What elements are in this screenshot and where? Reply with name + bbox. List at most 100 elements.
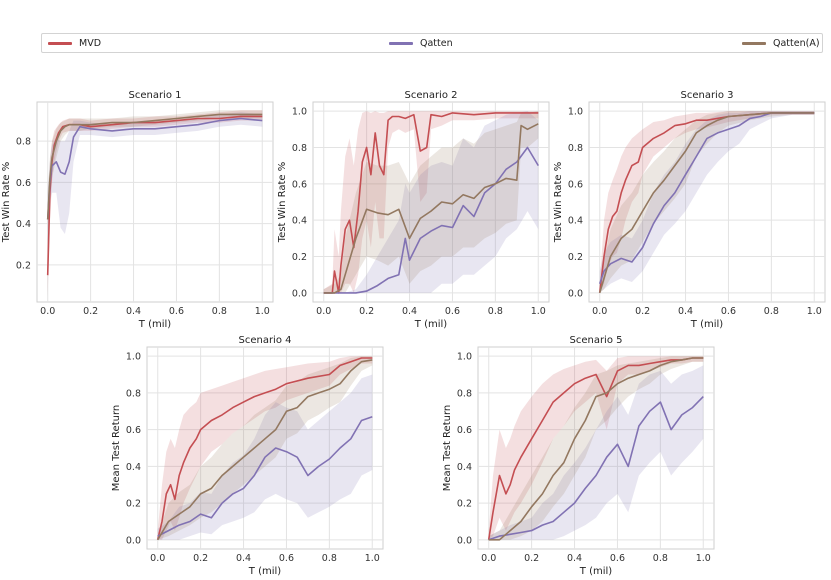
- x-axis-label: T (mil): [138, 319, 171, 330]
- line-qatten-a: [46, 113, 263, 220]
- x-tick-label: 0.6: [169, 306, 184, 317]
- y-tick-label: 0.4: [292, 216, 307, 227]
- x-tick-label: 0.8: [653, 553, 668, 564]
- x-tick-label: 0.0: [40, 306, 55, 317]
- band-qatten-a: [323, 111, 539, 293]
- y-tick-label: 0.8: [568, 143, 583, 154]
- chart-1: 0.0 0.2 0.4 0.6 0.8 1.0 0.2 0.4 0.6 0.8 Scenario 1…: [1, 90, 274, 330]
- band-qatten-a: [599, 111, 815, 293]
- x-tick-label: 1.0: [807, 306, 822, 317]
- x-tick-label: 0.0: [150, 553, 165, 564]
- y-tick-label: 0.2: [568, 252, 583, 263]
- legend-item-qatten: Qatten: [389, 34, 453, 52]
- y-tick-label: 0.2: [126, 499, 141, 510]
- line-qatten: [488, 396, 704, 541]
- y-tick-label: 0.8: [457, 388, 472, 399]
- line-qatten: [157, 416, 373, 537]
- band-qatten: [488, 365, 704, 540]
- line-mvd: [487, 357, 704, 540]
- legend: MVD Qatten Qatten(A): [41, 33, 823, 53]
- y-tick-label: 0.6: [568, 179, 583, 190]
- x-tick-label: 1.0: [255, 306, 270, 317]
- line-mvd: [323, 112, 539, 294]
- x-tick-label: 0.4: [126, 306, 141, 317]
- x-tick-label: 1.0: [365, 553, 380, 564]
- x-tick-label: 1.0: [531, 306, 546, 317]
- x-tick-label: 0.0: [316, 306, 331, 317]
- y-tick-label: 0.8: [16, 137, 31, 148]
- band-qatten: [599, 111, 815, 293]
- plot-area: [477, 346, 715, 550]
- chart-title: Scenario 5: [569, 335, 622, 346]
- y-tick-label: 0.4: [457, 462, 472, 473]
- band-mvd: [599, 111, 815, 293]
- legend-label-qatten-a: Qatten(A): [773, 37, 820, 49]
- y-tick-label: 0.6: [126, 425, 141, 436]
- y-tick-label: 0.0: [126, 535, 141, 546]
- y-axis-label: Test Win Rate %: [553, 162, 564, 243]
- x-tick-label: 0.6: [279, 553, 294, 564]
- x-tick-label: 0.4: [678, 306, 693, 317]
- x-tick-label: 0.0: [481, 553, 496, 564]
- band-qatten: [323, 111, 539, 293]
- x-tick-label: 0.4: [567, 553, 582, 564]
- legend-swatch-qatten-a: [742, 41, 766, 45]
- y-tick-label: 0.0: [292, 288, 307, 299]
- band-mvd: [323, 111, 539, 293]
- line-qatten: [46, 117, 263, 220]
- legend-item-mvd: MVD: [48, 34, 101, 52]
- x-axis-label: T (mil): [579, 566, 612, 577]
- x-axis-label: T (mil): [414, 319, 447, 330]
- legend-label-qatten: Qatten: [420, 37, 453, 49]
- y-tick-label: 0.6: [457, 425, 472, 436]
- chart-5: 0.0 0.2 0.4 0.6 0.8 1.0 0.0 0.2 0.4 0.6 0.8 1.0 Scen…: [442, 335, 715, 577]
- x-tick-label: 0.6: [445, 306, 460, 317]
- line-qatten: [598, 112, 815, 285]
- x-tick-label: 0.2: [193, 553, 208, 564]
- x-tick-label: 0.6: [610, 553, 625, 564]
- plot-area: [312, 101, 550, 303]
- y-tick-label: 1.0: [457, 352, 472, 363]
- chart-title: Scenario 2: [404, 90, 457, 101]
- chart-title: Scenario 4: [238, 335, 291, 346]
- x-tick-label: 0.4: [236, 553, 251, 564]
- x-axis-label: T (mil): [690, 319, 723, 330]
- y-tick-label: 1.0: [126, 352, 141, 363]
- y-tick-label: 0.2: [457, 499, 472, 510]
- band-mvd: [488, 356, 704, 540]
- band-qatten-a: [47, 110, 263, 245]
- x-tick-label: 0.4: [402, 306, 417, 317]
- chart-2: 0.0 0.2 0.4 0.6 0.8 1.0 0.0 0.2 0.4 0.6 0.8 1.0 Scen…: [277, 90, 550, 330]
- x-tick-label: 0.2: [524, 553, 539, 564]
- y-tick-label: 0.2: [292, 252, 307, 263]
- x-tick-label: 0.8: [764, 306, 779, 317]
- x-tick-label: 0.2: [83, 306, 98, 317]
- x-tick-label: 1.0: [696, 553, 711, 564]
- line-qatten-a: [488, 357, 704, 541]
- legend-swatch-mvd: [48, 41, 72, 45]
- y-axis-label: Mean Test Return: [111, 405, 122, 491]
- x-tick-label: 0.0: [592, 306, 607, 317]
- y-tick-label: 0.6: [16, 178, 31, 189]
- x-axis-label: T (mil): [248, 566, 281, 577]
- plot-area: [36, 101, 274, 303]
- y-tick-label: 0.4: [16, 219, 31, 230]
- y-axis-label: Test Win Rate %: [277, 162, 288, 243]
- y-tick-label: 0.2: [16, 260, 31, 271]
- chart-title: Scenario 1: [128, 90, 181, 101]
- y-tick-label: 0.4: [126, 462, 141, 473]
- x-tick-label: 0.2: [359, 306, 374, 317]
- y-tick-label: 0.6: [292, 179, 307, 190]
- y-tick-label: 0.8: [126, 388, 141, 399]
- x-tick-label: 0.8: [322, 553, 337, 564]
- line-mvd: [156, 357, 373, 540]
- x-tick-label: 0.8: [212, 306, 227, 317]
- y-tick-label: 1.0: [568, 107, 583, 118]
- x-tick-label: 0.6: [721, 306, 736, 317]
- line-qatten-a: [157, 359, 373, 541]
- y-axis-label: Mean Test Return: [442, 405, 453, 491]
- chart-4: 0.0 0.2 0.4 0.6 0.8 1.0 0.0 0.2 0.4 0.6 0.8 1.0 Scen…: [111, 335, 384, 577]
- legend-swatch-qatten: [389, 41, 413, 45]
- line-qatten-a: [323, 123, 539, 294]
